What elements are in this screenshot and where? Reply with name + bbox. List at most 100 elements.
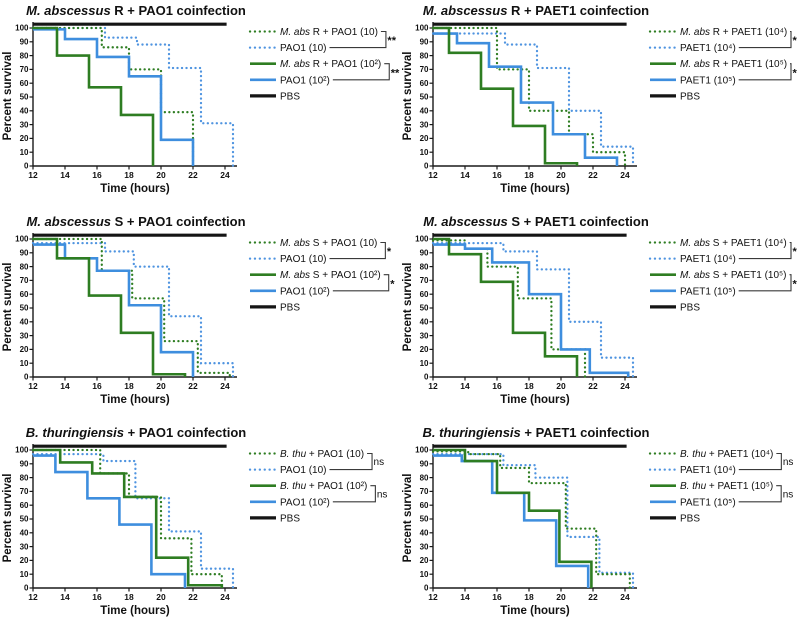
y-tick-label: 50 [420, 515, 429, 524]
y-tick-label: 40 [420, 529, 429, 538]
y-tick-label: 30 [420, 331, 429, 340]
curve-dotted-1 [31, 452, 235, 590]
x-tick-label: 24 [620, 381, 630, 391]
significance-label: ns [377, 489, 388, 500]
x-tick-label: 14 [60, 381, 70, 391]
x-axis-label: Time (hours) [500, 605, 570, 617]
y-axis-label: Percent survival [2, 263, 14, 352]
survival-chart-mabsR-pao1: M. abscessus R + PAO1 coinfection 12 14 16 1… [2, 3, 400, 195]
x-tick-label: 12 [28, 381, 38, 391]
legend-label: PAO1 (10²) [280, 497, 330, 508]
x-tick-label: 16 [492, 170, 502, 180]
comparison-bracket [329, 452, 373, 471]
legend-item-3: PAO1 (10²) [250, 497, 330, 508]
legend-label: M. abs R + PAO1 (10²) [280, 59, 381, 70]
legend-item-2: M. abs R + PAET1 (10⁵) [650, 59, 787, 70]
y-tick-label: 70 [20, 65, 29, 74]
legend-item-1: PAET1 (10⁴) [648, 254, 736, 265]
legend-item-3: PAET1 (10⁵) [650, 286, 736, 297]
panel-title: M. abscessus R + PAET1 coinfection [423, 3, 649, 18]
y-tick-label: 80 [20, 473, 29, 482]
significance-label: * [793, 67, 798, 79]
y-tick-label: 50 [20, 515, 29, 524]
legend-item-2: M. abs R + PAO1 (10²) [250, 59, 381, 70]
legend-label: B. thu + PAO1 (10²) [280, 481, 367, 492]
curve-solid-3 [433, 32, 619, 166]
significance-label: * [793, 278, 798, 290]
y-tick-label: 100 [15, 446, 29, 455]
x-tick-label: 20 [156, 170, 166, 180]
comparison-bracket [738, 485, 782, 503]
y-tick-label: 30 [20, 120, 29, 129]
legend-label: PBS [680, 513, 700, 524]
curve-solid-2 [33, 237, 187, 377]
axes [32, 444, 237, 589]
survival-chart-mabsS-paet1: M. abscessus S + PAET1 coinfection 12 14 16… [402, 214, 798, 406]
x-axis-label: Time (hours) [100, 394, 170, 406]
significance-brackets: ** [329, 241, 395, 292]
y-tick-label: 60 [420, 290, 429, 299]
panel-mabsS-pao1: M. abscessus S + PAO1 coinfection 12 14 16 1… [0, 211, 400, 422]
x-axis-ticks: 12 14 16 18 20 22 24 [28, 166, 230, 180]
y-tick-label: 40 [20, 318, 29, 327]
y-tick-label: 20 [20, 134, 29, 143]
legend-label: B. thu + PAET1 (10⁵) [680, 481, 773, 492]
comparison-bracket [332, 274, 390, 292]
y-tick-label: 70 [420, 65, 429, 74]
y-tick-label: 0 [424, 373, 429, 382]
survival-curves [31, 233, 235, 379]
legend-label: M. abs S + PAO1 (10²) [280, 270, 381, 281]
x-tick-label: 14 [60, 592, 70, 602]
comparison-bracket [329, 30, 387, 49]
panel-title: B. thuringiensis + PAO1 coinfection [26, 425, 246, 440]
panel-mabsS-paet1: M. abscessus S + PAET1 coinfection 12 14 16… [400, 211, 800, 422]
legend-item-3: PAET1 (10⁵) [650, 497, 736, 508]
legend-item-2: B. thu + PAO1 (10²) [250, 481, 367, 492]
curve-dotted-1 [431, 241, 635, 379]
axes [432, 233, 637, 378]
y-tick-label: 20 [420, 556, 429, 565]
legend: M. abs S + PAET1 (10⁴) PAET1 (10⁴) M. abs … [648, 238, 787, 313]
curve-dotted-1 [31, 26, 235, 168]
curve-solid-3 [33, 243, 195, 377]
curve-solid-2 [433, 237, 579, 377]
comparison-bracket [738, 241, 792, 260]
y-tick-label: 80 [420, 473, 429, 482]
panel-title: M. abscessus R + PAO1 coinfection [26, 3, 246, 18]
panel-title: M. abscessus S + PAET1 coinfection [423, 214, 649, 229]
y-tick-label: 90 [420, 249, 429, 258]
x-tick-label: 22 [588, 592, 598, 602]
legend: M. abs R + PAET1 (10⁴) PAET1 (10⁴) M. abs … [648, 27, 787, 102]
y-tick-label: 50 [420, 304, 429, 313]
significance-label: * [390, 278, 395, 290]
legend-item-2: M. abs S + PAET1 (10⁵) [650, 270, 787, 281]
y-tick-label: 40 [420, 318, 429, 327]
y-tick-label: 20 [420, 345, 429, 354]
legend-label: PAET1 (10⁴) [680, 465, 736, 476]
significance-label: ns [783, 489, 794, 500]
y-tick-label: 80 [20, 262, 29, 271]
y-tick-label: 90 [20, 38, 29, 47]
x-tick-label: 12 [28, 170, 38, 180]
survival-curves [431, 233, 635, 379]
x-tick-label: 20 [556, 592, 566, 602]
significance-label: ** [387, 35, 396, 47]
y-tick-label: 10 [420, 359, 429, 368]
axes [432, 444, 637, 589]
legend: B. thu + PAET1 (10⁴) PAET1 (10⁴) B. thu + … [648, 449, 773, 524]
x-tick-label: 12 [428, 170, 438, 180]
y-tick-label: 100 [15, 235, 29, 244]
legend-label: PAO1 (10) [280, 465, 327, 476]
legend-item-0: M. abs S + PAO1 (10) [248, 238, 377, 249]
legend-label: PAET1 (10⁵) [680, 497, 736, 508]
significance-label: ns [783, 457, 794, 468]
y-tick-label: 20 [20, 556, 29, 565]
x-tick-label: 12 [428, 381, 438, 391]
significance-label: * [793, 35, 798, 47]
y-axis-ticks: 0 10 20 30 40 50 60 70 80 90 100 [415, 446, 433, 593]
legend-label: PAO1 (10) [280, 43, 327, 54]
y-axis-label: Percent survival [402, 263, 414, 352]
